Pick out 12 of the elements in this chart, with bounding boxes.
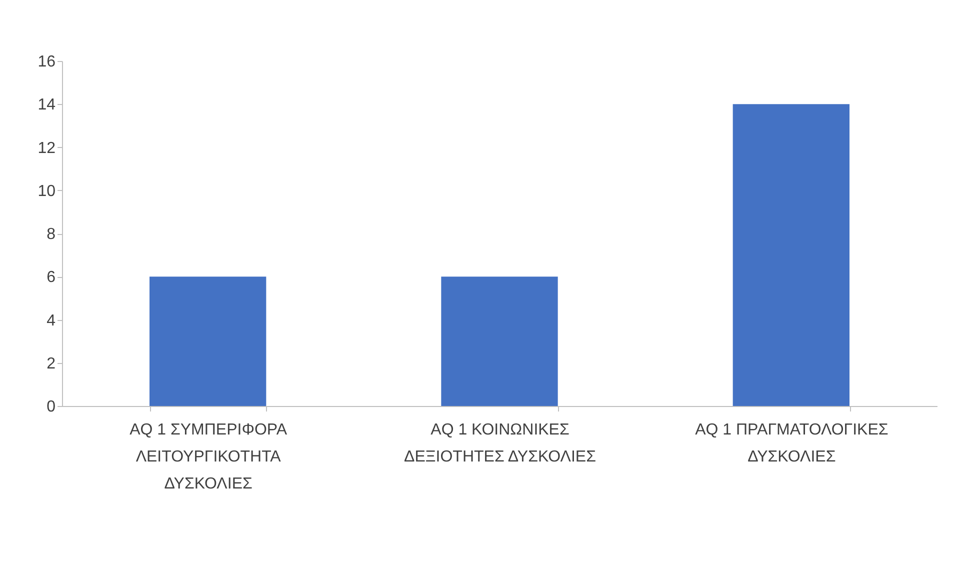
y-tick-label: 12 xyxy=(38,140,56,157)
x-tick-label: AQ 1 ΠΡΑΓΜΑΤΟΛΟΓΙΚΕΣ ΔΥΣΚΟΛΙΕΣ xyxy=(695,422,888,466)
y-tick-label: 6 xyxy=(46,269,56,286)
x-tick-label: AQ 1 ΣΥΜΠΕΡΙΦΟΡΑ ΛΕΙΤΟΥΡΓΙΚΟΤΗΤΑ ΔΥΣΚΟΛΙΕΣ xyxy=(130,422,288,492)
y-tick-label: 10 xyxy=(38,182,56,200)
x-tick-label: AQ 1 ΚΟΙΝΩΝΙΚΕΣ ΔΕΞΙΟΤΗΤΕΣ ΔΥΣΚΟΛΙΕΣ xyxy=(404,422,596,466)
y-tick-label: 14 xyxy=(38,96,56,114)
y-tick-label: 16 xyxy=(38,54,56,70)
y-tick-label: 4 xyxy=(46,312,56,330)
y-tick-label: 2 xyxy=(46,355,56,372)
y-tick-label: 8 xyxy=(46,226,56,243)
y-tick-label: 0 xyxy=(46,398,56,416)
